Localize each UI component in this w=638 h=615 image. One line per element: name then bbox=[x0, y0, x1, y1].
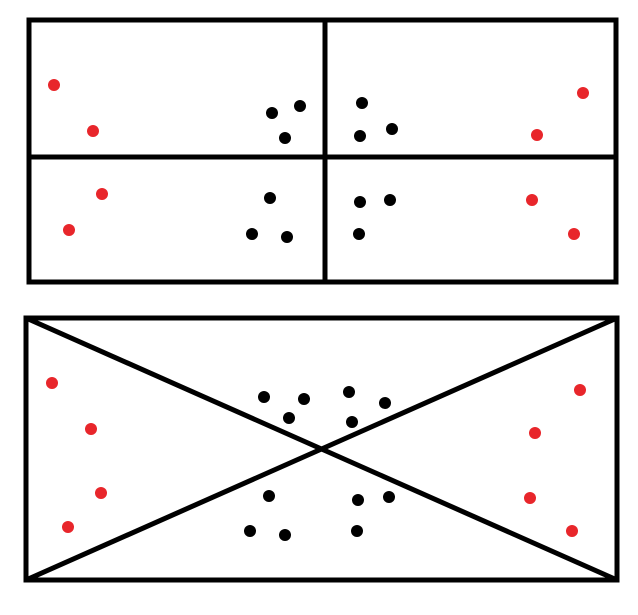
grid-panel-red-dot bbox=[96, 188, 108, 200]
x-panel-diagonal-b bbox=[24, 315, 619, 583]
grid-panel-black-dot bbox=[246, 228, 258, 240]
x-panel-red-dot bbox=[85, 423, 97, 435]
grid-panel-red-dot bbox=[568, 228, 580, 240]
x-panel-frame bbox=[23, 315, 620, 583]
grid-panel-black-dot bbox=[386, 123, 398, 135]
x-panel-red-dot bbox=[574, 384, 586, 396]
grid-panel-black-dot bbox=[279, 132, 291, 144]
grid-panel-black-dot bbox=[264, 192, 276, 204]
grid-panel-black-dot bbox=[384, 194, 396, 206]
grid-panel-red-dot bbox=[577, 87, 589, 99]
grid-panel-black-dot bbox=[294, 100, 306, 112]
grid-panel-black-dot bbox=[354, 196, 366, 208]
x-panel-black-dot bbox=[346, 416, 358, 428]
x-panel-red-dot bbox=[524, 492, 536, 504]
grid-panel-red-dot bbox=[63, 224, 75, 236]
x-panel-red-dot bbox=[62, 521, 74, 533]
grid-panel bbox=[26, 17, 619, 285]
x-panel-black-dot bbox=[283, 412, 295, 424]
grid-panel-red-dot bbox=[87, 125, 99, 137]
grid-panel-red-dot bbox=[526, 194, 538, 206]
x-panel bbox=[23, 315, 620, 583]
grid-panel-black-dot bbox=[356, 97, 368, 109]
x-panel-dots bbox=[46, 377, 586, 541]
grid-panel-red-dot bbox=[531, 129, 543, 141]
x-panel-black-dot bbox=[343, 386, 355, 398]
grid-panel-dots bbox=[48, 79, 589, 243]
x-panel-black-dot bbox=[258, 391, 270, 403]
x-panel-black-dot bbox=[298, 393, 310, 405]
x-panel-black-dot bbox=[379, 397, 391, 409]
x-panel-red-dot bbox=[46, 377, 58, 389]
grid-panel-black-dot bbox=[354, 130, 366, 142]
x-panel-red-dot bbox=[95, 487, 107, 499]
x-panel-red-dot bbox=[529, 427, 541, 439]
x-panel-black-dot bbox=[279, 529, 291, 541]
x-panel-black-dot bbox=[351, 525, 363, 537]
grid-panel-black-dot bbox=[266, 107, 278, 119]
x-panel-black-dot bbox=[352, 494, 364, 506]
x-panel-black-dot bbox=[244, 525, 256, 537]
grid-panel-black-dot bbox=[281, 231, 293, 243]
x-panel-red-dot bbox=[566, 525, 578, 537]
x-panel-black-dot bbox=[263, 490, 275, 502]
grid-panel-red-dot bbox=[48, 79, 60, 91]
x-panel-black-dot bbox=[383, 491, 395, 503]
grid-panel-black-dot bbox=[353, 228, 365, 240]
